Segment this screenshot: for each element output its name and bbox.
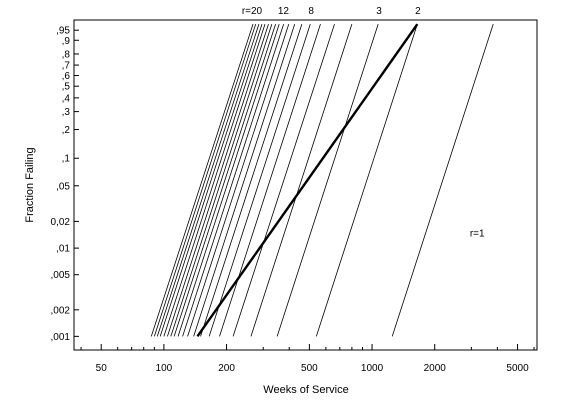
y-tick-label: ,05 (56, 181, 70, 192)
y-tick-label: ,9 (62, 36, 71, 47)
curve-label: 3 (376, 6, 382, 17)
curve-r-19 (153, 24, 257, 337)
curve-r-20 (150, 24, 254, 337)
x-tick-label: 2000 (424, 363, 447, 374)
y-tick-label: ,01 (56, 244, 70, 255)
curve-labels: r=20 12 8 3 2 r=1 (242, 6, 485, 240)
curve-label: r=1 (470, 229, 485, 240)
y-tick-label: ,2 (62, 125, 71, 136)
curve-r-5 (232, 24, 335, 337)
curve-r-10 (187, 24, 290, 337)
x-tick-label: 50 (96, 363, 108, 374)
curve-label: r=20 (242, 6, 263, 17)
curve-label: 12 (278, 6, 290, 17)
x-tick-label: 1000 (361, 363, 384, 374)
x-tick-label: 5000 (506, 363, 529, 374)
plot-frame (73, 19, 538, 351)
curve-r-14 (170, 24, 273, 337)
curve-r-2 (315, 24, 418, 337)
y-axis-title: Fraction Failing (24, 147, 36, 222)
curve-label: 8 (308, 6, 314, 17)
curve-r-16 (163, 24, 266, 337)
curve-family (150, 23, 494, 338)
curve-r-18 (156, 24, 260, 337)
y-tick-label: ,8 (62, 49, 71, 60)
x-tick-label: 500 (301, 363, 318, 374)
y-tick-label: ,7 (62, 61, 71, 72)
y-tick-label: ,1 (62, 154, 71, 165)
x-tick-label: 100 (156, 363, 173, 374)
x-axis: 50 100 200 500 1000 2000 5000 (80, 344, 535, 374)
y-tick-label: 0,02 (51, 217, 71, 228)
curve-r-17 (159, 24, 263, 337)
curve-r-9 (193, 24, 296, 337)
y-tick-label: ,95 (56, 26, 70, 37)
y-tick-label: ,4 (62, 93, 71, 104)
y-tick-label: ,3 (62, 107, 71, 118)
y-axis: ,001 ,002 ,005 ,01 0,02 ,05 ,1 ,2 ,3 ,4,5,6,7,8 ,9… (51, 26, 79, 343)
curve-r-7 (208, 24, 311, 337)
curve-r-12 (177, 24, 280, 337)
curve-r-1 (391, 24, 494, 337)
curve-r-15 (167, 24, 269, 337)
y-tick-label: ,6 (62, 71, 71, 82)
curve-r-6 (219, 24, 321, 337)
x-tick-label: 200 (218, 363, 235, 374)
curve-r-4 (250, 24, 353, 337)
curve-r-8 (200, 24, 303, 337)
curve-r-13 (173, 24, 276, 337)
highlight-curve (196, 23, 419, 338)
y-tick-label: ,005 (51, 270, 71, 281)
y-tick-label: ,5 (62, 82, 71, 93)
curve-label: 2 (415, 6, 421, 17)
y-tick-label: ,001 (51, 332, 71, 343)
curve-r-11 (182, 24, 285, 337)
y-tick-label: ,002 (51, 305, 71, 316)
x-axis-title: Weeks of Service (263, 384, 348, 396)
curve-r-3 (276, 24, 379, 337)
